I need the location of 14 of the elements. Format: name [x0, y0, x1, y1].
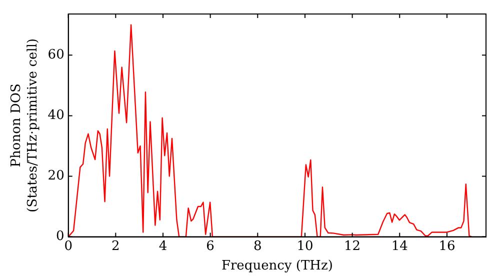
- y-tick-label: 60: [48, 48, 64, 63]
- y-tick-label: 40: [48, 108, 64, 124]
- y-tick-label: 0: [56, 229, 64, 244]
- y-tick-label: 20: [48, 168, 64, 184]
- x-tick-label: 2: [112, 238, 120, 254]
- x-tick-label: 10: [296, 238, 314, 254]
- y-axis-title: Phonon DOS (States/THz·primitive cell): [8, 38, 41, 212]
- x-tick-label: 16: [438, 238, 456, 254]
- x-axis-title: Frequency (THz): [221, 258, 333, 274]
- x-tick-label: 8: [254, 238, 262, 254]
- x-tick-label: 14: [391, 238, 408, 254]
- x-tick-label: 12: [344, 238, 361, 254]
- x-tick-label: 6: [206, 238, 214, 254]
- x-tick-label: 4: [158, 238, 168, 254]
